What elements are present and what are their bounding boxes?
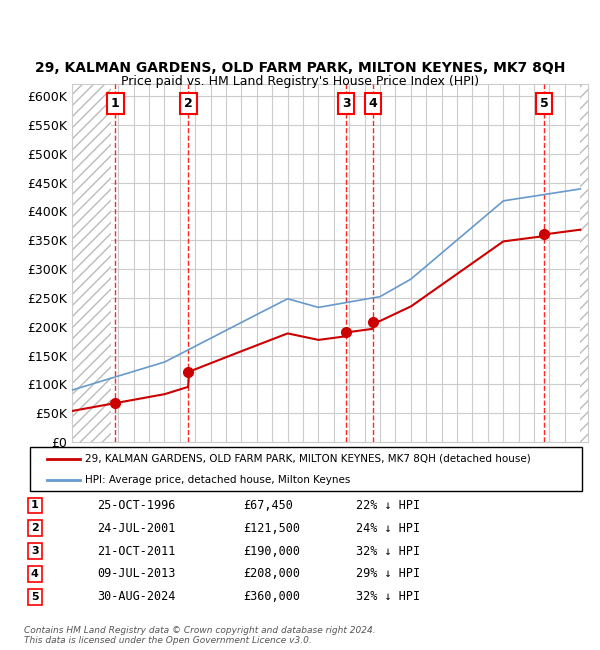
- Text: £190,000: £190,000: [244, 545, 301, 558]
- Bar: [72, 84, 110, 442]
- Text: £360,000: £360,000: [244, 590, 301, 603]
- Text: 29% ↓ HPI: 29% ↓ HPI: [356, 567, 421, 580]
- Text: 29, KALMAN GARDENS, OLD FARM PARK, MILTON KEYNES, MK7 8QH: 29, KALMAN GARDENS, OLD FARM PARK, MILTO…: [35, 61, 565, 75]
- Text: 2: 2: [184, 97, 193, 110]
- Text: 22% ↓ HPI: 22% ↓ HPI: [356, 499, 421, 512]
- Text: 4: 4: [368, 97, 377, 110]
- Text: £208,000: £208,000: [244, 567, 301, 580]
- Bar: [580, 84, 588, 442]
- Text: 5: 5: [540, 97, 548, 110]
- Text: 1: 1: [111, 97, 120, 110]
- Text: HPI: Average price, detached house, Milton Keynes: HPI: Average price, detached house, Milt…: [85, 474, 350, 485]
- Text: Price paid vs. HM Land Registry's House Price Index (HPI): Price paid vs. HM Land Registry's House …: [121, 75, 479, 88]
- Text: 4: 4: [31, 569, 39, 579]
- Text: 2: 2: [31, 523, 39, 533]
- Text: 24-JUL-2001: 24-JUL-2001: [97, 522, 175, 535]
- Text: 09-JUL-2013: 09-JUL-2013: [97, 567, 175, 580]
- Text: 5: 5: [31, 592, 39, 602]
- Text: £67,450: £67,450: [244, 499, 293, 512]
- Text: 30-AUG-2024: 30-AUG-2024: [97, 590, 175, 603]
- Text: 1: 1: [31, 500, 39, 510]
- Text: 32% ↓ HPI: 32% ↓ HPI: [356, 590, 421, 603]
- Text: 32% ↓ HPI: 32% ↓ HPI: [356, 545, 421, 558]
- FancyBboxPatch shape: [30, 447, 582, 491]
- Text: 3: 3: [342, 97, 350, 110]
- Text: 3: 3: [31, 546, 39, 556]
- Text: £121,500: £121,500: [244, 522, 301, 535]
- Text: 29, KALMAN GARDENS, OLD FARM PARK, MILTON KEYNES, MK7 8QH (detached house): 29, KALMAN GARDENS, OLD FARM PARK, MILTO…: [85, 454, 531, 464]
- Text: 25-OCT-1996: 25-OCT-1996: [97, 499, 175, 512]
- Text: 21-OCT-2011: 21-OCT-2011: [97, 545, 175, 558]
- Text: 24% ↓ HPI: 24% ↓ HPI: [356, 522, 421, 535]
- Text: Contains HM Land Registry data © Crown copyright and database right 2024.
This d: Contains HM Land Registry data © Crown c…: [24, 626, 376, 645]
